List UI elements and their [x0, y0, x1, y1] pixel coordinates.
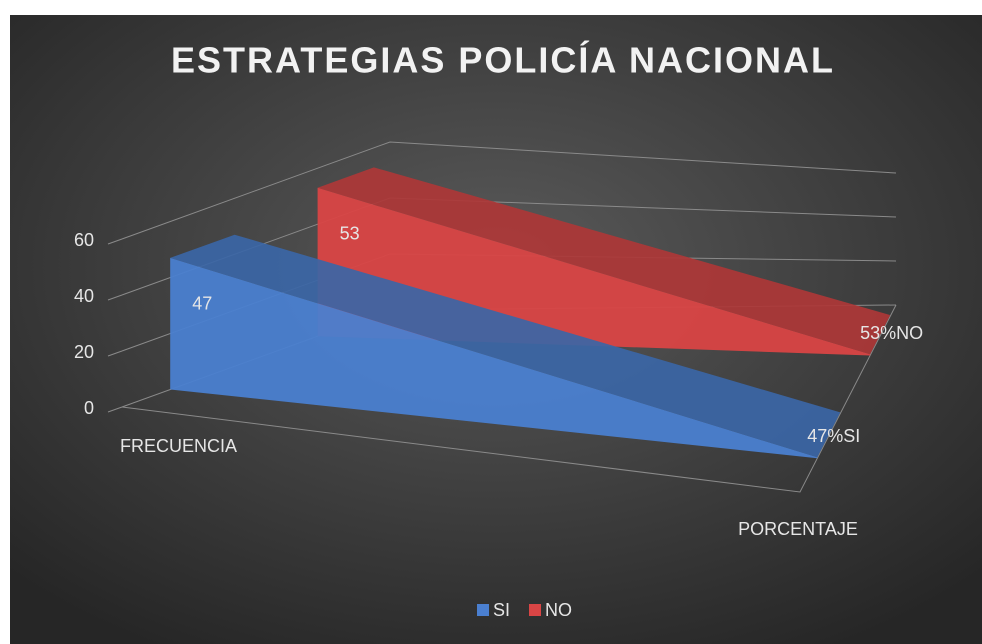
tick-mark	[107, 406, 123, 413]
y-tick-label: 20	[74, 342, 94, 362]
y-tick-label: 0	[84, 398, 94, 418]
data-label: 47%SI	[807, 426, 860, 446]
legend-swatch	[477, 604, 489, 616]
grid-line	[121, 141, 897, 240]
data-label: 53%NO	[860, 323, 923, 343]
x-tick-label: FRECUENCIA	[120, 436, 237, 456]
legend-label: SI	[493, 600, 510, 620]
legend-label: NO	[545, 600, 572, 620]
y-tick-label: 40	[74, 286, 94, 306]
axis-line	[121, 304, 897, 493]
ribbon-front	[170, 257, 818, 459]
ribbon-top	[317, 167, 891, 355]
y-tick-label: 60	[74, 230, 94, 250]
tick-mark	[107, 350, 123, 357]
chart-title: ESTRATEGIAS POLICÍA NACIONAL	[171, 40, 835, 81]
data-label: 53	[340, 224, 360, 244]
ribbon-top	[170, 234, 841, 458]
tick-mark	[107, 294, 123, 301]
tick-mark	[107, 238, 123, 245]
data-label: 47	[192, 294, 212, 314]
legend-swatch	[529, 604, 541, 616]
x-tick-label: PORCENTAJE	[738, 519, 858, 539]
